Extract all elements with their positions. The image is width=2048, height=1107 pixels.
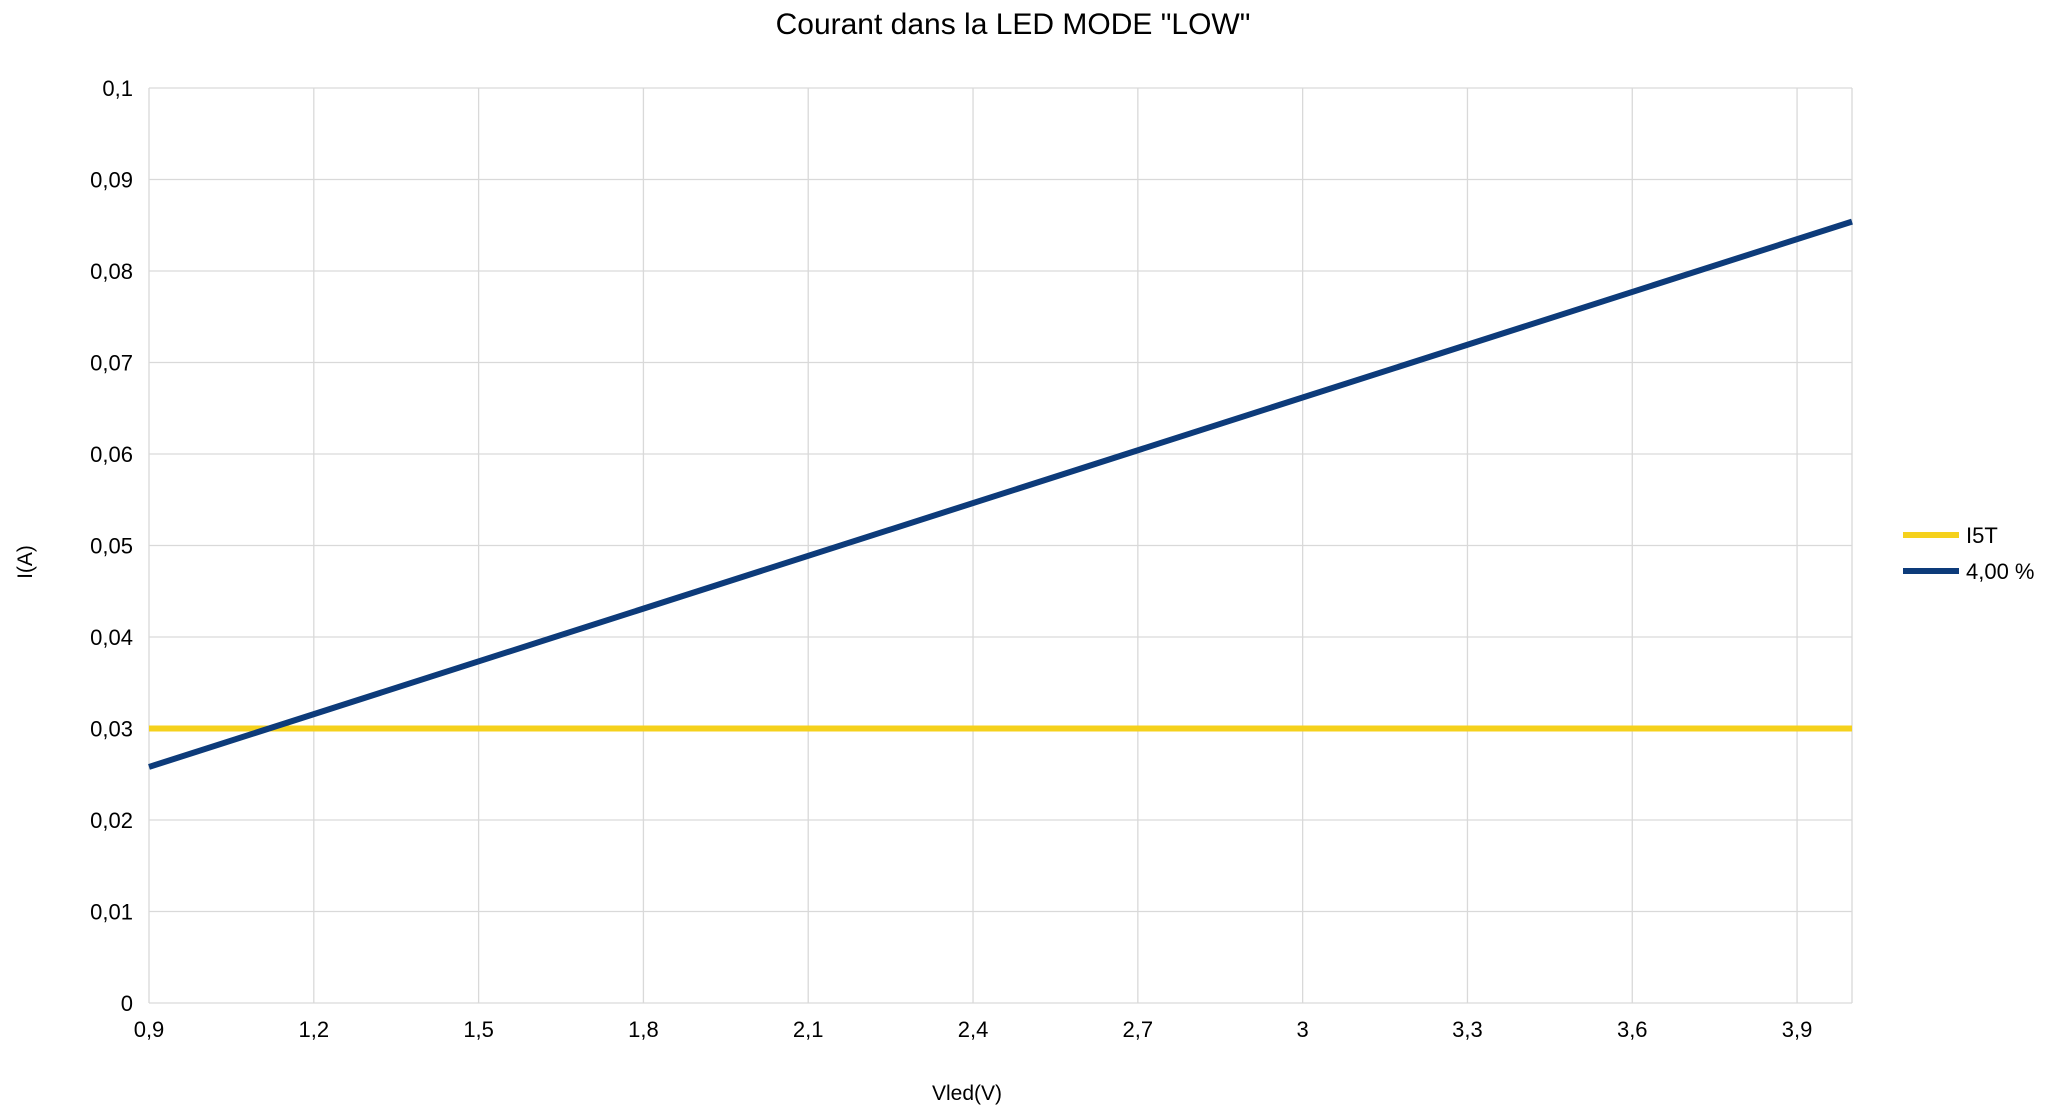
y-axis-title: I(A) bbox=[14, 545, 37, 579]
y-tick-label: 0,02 bbox=[90, 808, 133, 833]
x-axis-title: Vled(V) bbox=[932, 1082, 1002, 1105]
x-tick-label: 3 bbox=[1297, 1017, 1309, 1042]
y-tick-label: 0,03 bbox=[90, 717, 133, 742]
legend: I5T 4,00 % bbox=[1903, 523, 2035, 584]
y-axis-ticks: 0 0,01 0,02 0,03 0,04 0,05 0,06 0,07 0,08 0,09 0,1 bbox=[90, 76, 133, 1016]
x-tick-label: 2,1 bbox=[793, 1017, 824, 1042]
y-tick-label: 0,09 bbox=[90, 168, 133, 193]
y-tick-label: 0,05 bbox=[90, 534, 133, 559]
x-tick-label: 3,9 bbox=[1782, 1017, 1813, 1042]
x-tick-label: 1,2 bbox=[299, 1017, 330, 1042]
x-tick-label: 2,7 bbox=[1123, 1017, 1154, 1042]
x-tick-label: 0,9 bbox=[134, 1017, 165, 1042]
x-axis-ticks: 0,9 1,2 1,5 1,8 2,1 2,4 2,7 3 3,3 3,6 3,9 bbox=[134, 1017, 1813, 1042]
y-tick-label: 0,07 bbox=[90, 351, 133, 376]
y-tick-label: 0,01 bbox=[90, 900, 133, 925]
x-tick-label: 2,4 bbox=[958, 1017, 989, 1042]
x-tick-label: 3,3 bbox=[1452, 1017, 1483, 1042]
x-tick-label: 1,8 bbox=[628, 1017, 659, 1042]
series-lines bbox=[148, 218, 1853, 770]
grid bbox=[148, 87, 1853, 1004]
y-tick-label: 0,08 bbox=[90, 259, 133, 284]
y-tick-label: 0 bbox=[121, 991, 133, 1016]
y-tick-label: 0,06 bbox=[90, 442, 133, 467]
y-tick-label: 0,04 bbox=[90, 625, 133, 650]
legend-label: I5T bbox=[1966, 523, 1998, 548]
chart-title: Courant dans la LED MODE "LOW" bbox=[776, 8, 1251, 41]
y-tick-label: 0,1 bbox=[102, 76, 133, 101]
legend-label: 4,00 % bbox=[1966, 559, 2035, 584]
series-line bbox=[148, 218, 1853, 770]
x-tick-label: 3,6 bbox=[1617, 1017, 1648, 1042]
x-tick-label: 1,5 bbox=[463, 1017, 494, 1042]
